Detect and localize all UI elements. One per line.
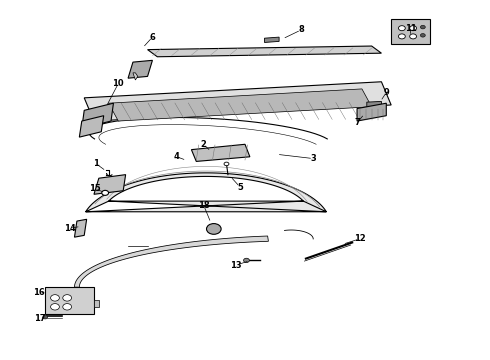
Polygon shape xyxy=(84,82,391,121)
Circle shape xyxy=(50,303,59,310)
Text: 2: 2 xyxy=(200,140,206,149)
Circle shape xyxy=(410,26,416,31)
Text: 11: 11 xyxy=(405,24,416,33)
Polygon shape xyxy=(147,46,381,57)
Text: 8: 8 xyxy=(298,26,304,35)
Text: 9: 9 xyxy=(383,88,389,97)
Polygon shape xyxy=(391,19,430,44)
Polygon shape xyxy=(265,37,279,42)
Text: 17: 17 xyxy=(34,314,45,323)
Circle shape xyxy=(63,303,72,310)
Circle shape xyxy=(206,224,221,234)
Text: 16: 16 xyxy=(33,288,45,297)
Text: 3: 3 xyxy=(310,154,316,163)
Polygon shape xyxy=(94,175,125,194)
Text: 15: 15 xyxy=(89,184,101,193)
Circle shape xyxy=(420,25,425,29)
Circle shape xyxy=(224,162,229,166)
Text: 12: 12 xyxy=(354,234,366,243)
Text: 4: 4 xyxy=(174,152,180,161)
Circle shape xyxy=(398,26,405,31)
Polygon shape xyxy=(109,89,372,121)
Circle shape xyxy=(410,34,416,39)
Text: 5: 5 xyxy=(237,183,243,192)
Polygon shape xyxy=(79,116,104,137)
Text: 7: 7 xyxy=(354,118,360,127)
Circle shape xyxy=(244,258,249,262)
Polygon shape xyxy=(74,219,87,237)
Text: 1: 1 xyxy=(94,159,99,168)
Circle shape xyxy=(102,190,109,195)
FancyBboxPatch shape xyxy=(45,287,94,314)
Polygon shape xyxy=(86,173,326,212)
Circle shape xyxy=(420,33,425,37)
Polygon shape xyxy=(192,144,250,161)
Polygon shape xyxy=(133,73,138,80)
Text: 6: 6 xyxy=(149,33,155,42)
Text: 14: 14 xyxy=(64,224,75,233)
Text: 18: 18 xyxy=(198,201,209,210)
Circle shape xyxy=(43,315,48,319)
Polygon shape xyxy=(367,102,381,109)
Text: 10: 10 xyxy=(113,79,124,88)
Text: 13: 13 xyxy=(230,261,242,270)
Circle shape xyxy=(50,295,59,301)
Polygon shape xyxy=(128,60,152,78)
Circle shape xyxy=(398,34,405,39)
Polygon shape xyxy=(357,103,386,121)
Polygon shape xyxy=(94,300,99,307)
Polygon shape xyxy=(74,236,269,287)
Circle shape xyxy=(63,295,72,301)
Polygon shape xyxy=(82,103,114,128)
